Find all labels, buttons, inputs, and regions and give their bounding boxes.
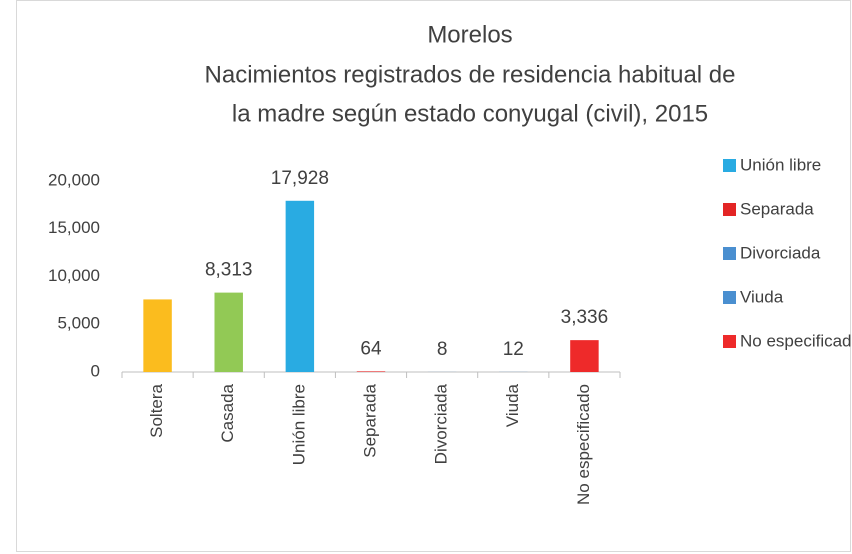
legend-label: Unión libre [740, 155, 821, 174]
legend-swatch [723, 247, 736, 260]
legend-label: No especificado [740, 331, 852, 350]
data-label: 3,336 [561, 307, 609, 328]
legend-swatch [723, 335, 736, 348]
x-tick-label: Divorciada [432, 383, 451, 464]
legend-swatch [723, 159, 736, 172]
bar [143, 299, 172, 372]
bar [285, 200, 315, 372]
x-tick-label: Casada [218, 383, 237, 442]
bar [570, 340, 599, 372]
legend-label: Viuda [740, 287, 784, 306]
y-tick-label: 10,000 [48, 266, 100, 285]
data-label: 8 [437, 339, 448, 360]
x-tick-label: Viuda [503, 383, 522, 427]
data-label: 64 [360, 338, 382, 359]
legend-label: Separada [740, 199, 814, 218]
y-tick-label: 15,000 [48, 218, 100, 237]
y-tick-label: 0 [91, 361, 100, 380]
bar [356, 371, 386, 372]
x-tick-label: Unión libre [289, 384, 308, 465]
y-tick-label: 5,000 [57, 314, 100, 333]
chart-subtitle: Nacimientos registrados de residencia ha… [205, 61, 736, 88]
legend-swatch [723, 291, 736, 304]
bar [214, 292, 243, 372]
y-tick-label: 20,000 [48, 170, 100, 189]
data-label: 17,928 [271, 168, 329, 189]
x-tick-label: No especificado [574, 384, 593, 505]
data-label: 8,313 [205, 260, 253, 281]
chart-title: Morelos [427, 21, 512, 48]
data-label: 12 [503, 339, 524, 360]
chart-frame [16, 0, 851, 552]
x-tick-label: Soltera [147, 383, 166, 437]
chart-subtitle: la madre según estado conyugal (civil), … [232, 100, 708, 127]
legend-label: Divorciada [740, 243, 821, 262]
legend-swatch [723, 203, 736, 216]
x-tick-label: Separada [360, 383, 379, 457]
